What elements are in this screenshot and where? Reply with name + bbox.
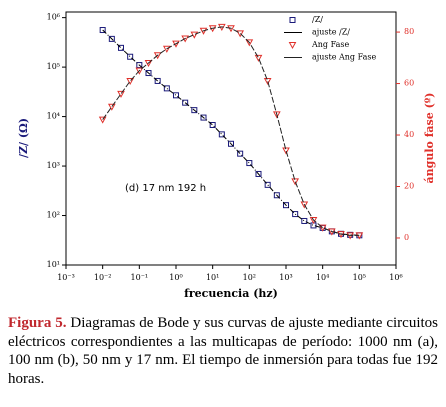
legend-label: /Z/ (312, 15, 323, 24)
y-tick-label: 10⁵ (47, 62, 60, 71)
data-triangle (254, 54, 263, 62)
data-triangle (199, 27, 208, 35)
y2-tick-label: 80 (404, 27, 414, 36)
data-triangle (172, 40, 180, 48)
legend-label: Ang Fase (311, 40, 349, 49)
data-square (200, 114, 207, 121)
data-square (108, 35, 115, 42)
chart: frecuencia (hz) /Z/ (Ω) ángulo fase (º) … (17, 11, 436, 300)
plot-frame (65, 11, 397, 266)
data-square (154, 77, 161, 84)
data-square (99, 27, 106, 34)
data-square (237, 150, 244, 157)
y2-tick-label: 60 (404, 79, 414, 88)
data-triangle (162, 45, 171, 53)
data-square (227, 140, 234, 147)
fit-line (102, 26, 360, 236)
data-triangle (117, 90, 125, 98)
data-triangle (272, 111, 281, 119)
caption: Figura 5. Diagramas de Bode y sus curvas… (8, 314, 438, 388)
data-triangle (153, 52, 162, 60)
y-tick-label: 10³ (47, 161, 60, 170)
data-square (264, 181, 271, 188)
data-triangle (190, 31, 199, 39)
x-tick-label: 10⁻³ (57, 273, 75, 282)
x-tick-label: 10⁴ (316, 273, 329, 282)
y2-tick-label: 40 (404, 130, 414, 139)
y2-tick-label: 0 (404, 233, 409, 242)
data-square (191, 107, 198, 114)
y-axis-label: /Z/ (Ω) (17, 118, 30, 158)
y-tick-label: 10⁴ (47, 112, 60, 121)
data-square (117, 44, 124, 51)
data-triangle (282, 147, 290, 155)
y2-axis-label: ángulo fase (º) (423, 93, 436, 184)
data-square (218, 131, 225, 138)
x-tick-label: 10³ (279, 273, 292, 282)
data-square (301, 217, 308, 224)
data-square (209, 121, 216, 128)
fit-line (102, 29, 360, 236)
data-triangle (318, 224, 327, 232)
data-square (173, 92, 179, 99)
data-triangle (236, 30, 245, 38)
x-axis-label: frecuencia (hz) (184, 287, 278, 300)
data-triangle (291, 178, 300, 186)
data-triangle (181, 35, 190, 43)
data-triangle (98, 116, 107, 124)
data-square (145, 70, 152, 77)
y-tick-label: 10² (47, 211, 60, 220)
x-tick-label: 10⁵ (353, 273, 366, 282)
data-square (273, 192, 280, 199)
legend-box (282, 14, 394, 68)
x-tick-label: 10⁰ (169, 273, 182, 282)
data-triangle (144, 59, 153, 68)
data-square (292, 211, 299, 218)
legend-label: ajuste Ang Fase (312, 53, 376, 62)
legend-label: ajuste /Z/ (312, 28, 350, 37)
data-square (182, 99, 189, 106)
data-square (136, 62, 143, 69)
y2-tick-label: 20 (404, 182, 414, 191)
data-triangle (245, 39, 254, 47)
legend-triangle (288, 42, 297, 50)
data-square (163, 85, 170, 92)
x-tick-label: 10² (243, 273, 256, 282)
legend-square (289, 17, 296, 23)
data-triangle (135, 67, 144, 75)
data-square (127, 53, 134, 60)
y-tick-label: 10⁶ (47, 13, 60, 22)
x-tick-label: 10¹ (206, 273, 219, 282)
data-triangle (309, 216, 318, 225)
data-square (255, 170, 262, 177)
data-triangle (107, 103, 116, 111)
x-tick-label: 10⁻² (94, 273, 112, 282)
data-triangle (300, 201, 309, 209)
annotation: (d) 17 nm 192 h (125, 183, 206, 194)
data-square (246, 160, 253, 167)
caption-text: Diagramas de Bode y sus curvas de ajuste… (8, 315, 439, 387)
x-tick-label: 10⁻¹ (131, 273, 149, 282)
data-square (283, 202, 289, 209)
x-tick-label: 10⁶ (389, 273, 402, 282)
caption-label: Figura 5. (8, 315, 67, 331)
data-triangle (263, 77, 272, 86)
data-triangle (126, 77, 135, 86)
y-tick-label: 10¹ (47, 260, 60, 269)
